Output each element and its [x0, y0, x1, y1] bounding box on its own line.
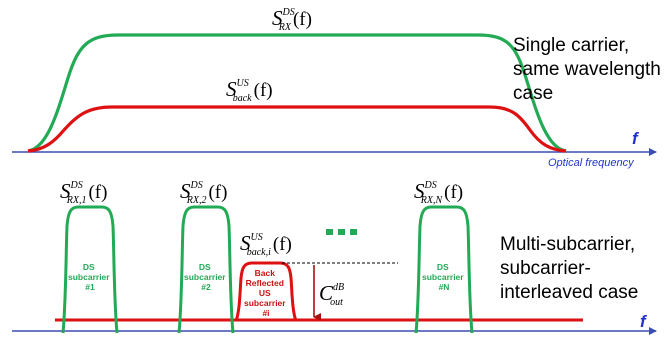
us-subcarrier-text: Back Reflected US subcarrier #i [244, 268, 288, 318]
ellipsis-dot [350, 229, 357, 235]
ds-subcarrier-1-curve [61, 205, 119, 334]
ellipsis-dot [326, 229, 333, 235]
cout-label: CdB out [319, 281, 344, 308]
top-panel: f Optical frequency SDS RX (f) SUS back (f) … [12, 6, 664, 169]
ds-subcarrier-2: SDS RX,2 (f) DS subcarrier #2 [177, 179, 235, 334]
ds-subcarrier-n-label: SDS RX,N (f) [414, 179, 463, 206]
us-spectrum-label: SUS back (f) [226, 77, 273, 104]
bottom-panel: f SDS RX,1 (f) DS subcarrier #1 SDS RX,2 (f)… [12, 179, 657, 335]
us-subcarrier-curve [234, 261, 298, 322]
bottom-axis-symbol: f [640, 312, 648, 331]
ellipsis-dot [338, 229, 345, 235]
ds-subcarrier-1: SDS RX,1 (f) DS subcarrier #1 [60, 179, 119, 334]
top-axis-label: Optical frequency [548, 157, 635, 169]
ds-subcarrier-n: SDS RX,N (f) DS subcarrier #N [414, 179, 474, 334]
ds-subcarrier-2-text: DS subcarrier #2 [184, 262, 228, 292]
bottom-case-description: Multi-subcarrier, subcarrier- interleave… [500, 234, 640, 303]
us-spectrum-curve [27, 105, 567, 153]
ds-subcarrier-n-curve [414, 205, 474, 334]
us-subcarrier-label: SUS back,i (f) [240, 231, 292, 258]
ds-subcarrier-2-curve [177, 205, 235, 334]
top-axis-symbol: f [632, 129, 640, 148]
top-case-description: Single carrier, same wavelength case [513, 35, 664, 104]
ds-subcarrier-2-label: SDS RX,2 (f) [180, 179, 227, 206]
ds-subcarrier-1-label: SDS RX,1 (f) [60, 179, 107, 206]
us-subcarrier: SUS back,i (f) Back Reflected US subcarrie… [234, 231, 298, 322]
ds-subcarrier-1-text: DS subcarrier #1 [68, 262, 112, 292]
ds-spectrum-label: SDS RX (f) [272, 6, 312, 33]
ds-spectrum-curve [27, 33, 567, 153]
ellipsis-dots [326, 229, 357, 235]
ds-subcarrier-n-text: DS subcarrier #N [422, 262, 466, 292]
